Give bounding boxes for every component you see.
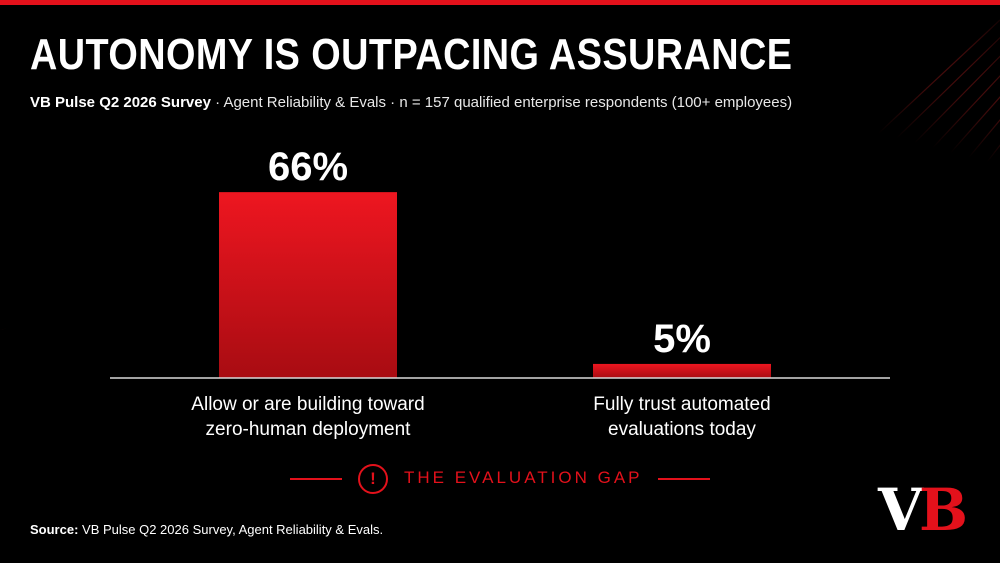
category-label-line: Allow or are building toward [191, 394, 425, 415]
subtitle-details: · Agent Reliability & Evals · n = 157 qu… [210, 94, 793, 111]
logo-letter-v: V [878, 476, 923, 544]
logo-letter-b: B [919, 476, 968, 544]
chart-subtitle: VB Pulse Q2 2026 Survey · Agent Reliabil… [30, 94, 792, 111]
source-note: Source: VB Pulse Q2 2026 Survey, Agent R… [30, 522, 383, 537]
evaluation-gap-callout: ! THE EVALUATION GAP [290, 462, 710, 496]
category-label-zero-human: Allow or are building toward zero-human … [158, 392, 458, 442]
source-text: VB Pulse Q2 2026 Survey, Agent Reliabili… [78, 522, 384, 537]
category-label-line: Fully trust automated [593, 394, 771, 415]
value-label-1: 66% [268, 145, 348, 189]
bar-2 [593, 363, 771, 378]
source-label: Source: [30, 522, 79, 537]
bar-1 [219, 192, 397, 378]
category-label-line: zero-human deployment [205, 419, 411, 440]
callout-right-rule [658, 478, 710, 480]
category-label-trust-evals: Fully trust automated evaluations today [532, 392, 832, 442]
category-label-line: evaluations today [608, 419, 756, 440]
callout-text: THE EVALUATION GAP [404, 468, 643, 487]
subtitle-survey-name: VB Pulse Q2 2026 Survey [30, 94, 211, 111]
value-label-2: 5% [653, 317, 711, 361]
callout-left-rule [290, 478, 342, 480]
top-accent-bar [0, 0, 1000, 5]
vb-logo: VB [878, 476, 968, 544]
exclamation-icon: ! [358, 464, 388, 494]
chart-title: AUTONOMY IS OUTPACING ASSURANCE [30, 30, 793, 79]
